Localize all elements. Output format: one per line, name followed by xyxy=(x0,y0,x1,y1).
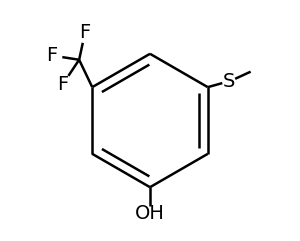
Text: F: F xyxy=(57,75,68,94)
Text: S: S xyxy=(223,72,236,91)
Text: F: F xyxy=(80,23,91,42)
Text: F: F xyxy=(46,46,57,65)
Text: OH: OH xyxy=(135,204,165,223)
